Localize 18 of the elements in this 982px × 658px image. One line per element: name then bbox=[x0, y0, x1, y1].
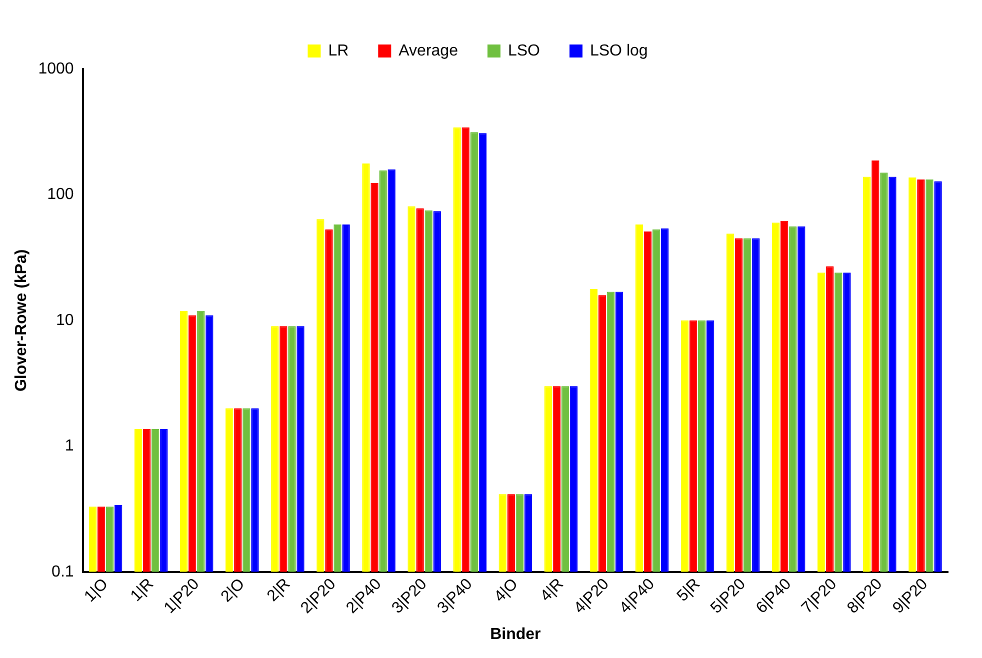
y-tick-label: 0.1 bbox=[52, 563, 74, 580]
legend-label: LSO bbox=[508, 42, 540, 60]
y-tick-label: 100 bbox=[47, 186, 74, 204]
legend-label: LR bbox=[328, 42, 349, 60]
legend-label: LSO log bbox=[590, 42, 648, 60]
x-tick-label: 1|R bbox=[128, 576, 158, 605]
y-axis-title: Glover-Rowe (kPa) bbox=[13, 249, 30, 392]
y-tick-label: 10 bbox=[56, 312, 74, 329]
x-tick-label: 4|R bbox=[537, 576, 567, 605]
y-tick-label: 1000 bbox=[38, 60, 74, 78]
x-tick-label: 2|O bbox=[218, 576, 248, 606]
y-tick-label: 1 bbox=[64, 438, 74, 455]
x-tick-label: 2|R bbox=[264, 576, 294, 605]
x-axis-title: Binder bbox=[490, 626, 541, 643]
x-tick-label: 5|R bbox=[674, 576, 704, 605]
x-tick-label: 1|O bbox=[81, 576, 112, 606]
x-tick-label: 4|O bbox=[491, 576, 522, 606]
legend-label: Average bbox=[398, 42, 458, 60]
